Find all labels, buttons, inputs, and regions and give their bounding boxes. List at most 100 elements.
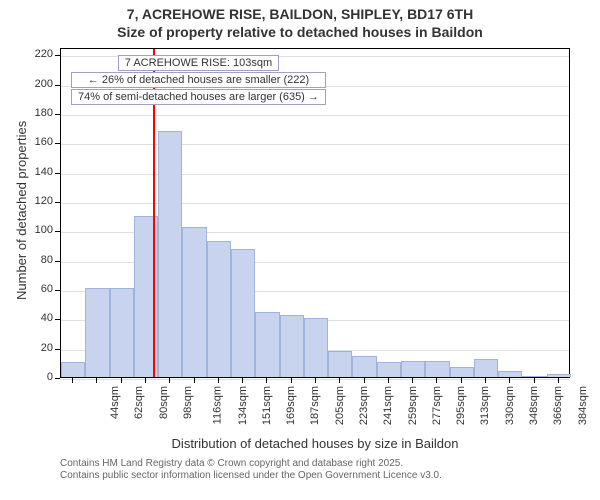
footer-line1: Contains HM Land Registry data © Crown c… xyxy=(60,458,442,470)
annotation-box: 7 ACREHOWE RISE: 103sqm← 26% of detached… xyxy=(71,55,326,105)
x-tick-mark xyxy=(72,378,73,383)
y-gridline xyxy=(61,144,569,145)
x-tick-label: 116sqm xyxy=(212,386,224,424)
x-tick-label: 241sqm xyxy=(382,386,394,425)
x-tick-mark xyxy=(194,378,195,383)
y-tick-label: 40 xyxy=(28,312,53,324)
y-tick-mark xyxy=(55,173,60,174)
y-tick-label: 220 xyxy=(28,48,53,60)
bar xyxy=(352,356,376,377)
x-tick-label: 169sqm xyxy=(285,386,297,425)
bar xyxy=(547,374,571,377)
x-tick-mark xyxy=(534,378,535,383)
annotation-line2: ← 26% of detached houses are smaller (22… xyxy=(71,72,326,88)
y-tick-mark xyxy=(55,143,60,144)
bar xyxy=(280,315,304,377)
x-tick-label: 205sqm xyxy=(334,386,346,425)
y-gridline xyxy=(61,203,569,204)
bar xyxy=(255,312,279,377)
x-tick-mark xyxy=(485,378,486,383)
x-tick-mark xyxy=(218,378,219,383)
y-tick-mark xyxy=(55,55,60,56)
y-tick-mark xyxy=(55,319,60,320)
x-axis-label: Distribution of detached houses by size … xyxy=(60,436,570,451)
y-gridline xyxy=(61,115,569,116)
x-tick-label: 277sqm xyxy=(431,386,443,425)
bar xyxy=(474,359,498,377)
annotation-line3: 74% of semi-detached houses are larger (… xyxy=(71,89,326,105)
plot-area: 7 ACREHOWE RISE: 103sqm← 26% of detached… xyxy=(60,48,570,378)
x-tick-label: 134sqm xyxy=(237,386,249,425)
y-tick-mark xyxy=(55,231,60,232)
bar xyxy=(158,131,182,377)
footer-line2: Contains public sector information licen… xyxy=(60,470,442,482)
x-tick-label: 348sqm xyxy=(528,386,540,425)
y-gridline xyxy=(61,174,569,175)
y-tick-mark xyxy=(55,290,60,291)
x-tick-label: 44sqm xyxy=(109,386,121,419)
x-tick-label: 330sqm xyxy=(504,386,516,425)
x-tick-label: 98sqm xyxy=(182,386,194,419)
x-tick-mark xyxy=(364,378,365,383)
bar xyxy=(401,361,425,377)
y-tick-label: 60 xyxy=(28,283,53,295)
bar xyxy=(182,227,206,377)
bar xyxy=(85,288,109,377)
bar xyxy=(450,367,474,377)
x-tick-mark xyxy=(242,378,243,383)
x-tick-label: 80sqm xyxy=(158,386,170,419)
x-tick-label: 62sqm xyxy=(133,386,145,419)
bar xyxy=(61,362,85,377)
bar xyxy=(207,241,231,377)
x-tick-label: 187sqm xyxy=(310,386,322,425)
bar xyxy=(522,376,546,377)
chart-container: { "title_line1": "7, ACREHOWE RISE, BAIL… xyxy=(0,0,600,500)
x-tick-mark xyxy=(461,378,462,383)
y-tick-label: 180 xyxy=(28,107,53,119)
y-tick-label: 80 xyxy=(28,254,53,266)
x-tick-mark xyxy=(266,378,267,383)
x-tick-label: 259sqm xyxy=(407,386,419,425)
x-tick-label: 384sqm xyxy=(577,386,589,425)
y-tick-label: 120 xyxy=(28,195,53,207)
x-tick-mark xyxy=(96,378,97,383)
chart-title-line1: 7, ACREHOWE RISE, BAILDON, SHIPLEY, BD17… xyxy=(0,6,600,22)
x-tick-mark xyxy=(169,378,170,383)
y-tick-label: 160 xyxy=(28,136,53,148)
x-tick-mark xyxy=(121,378,122,383)
footer-attribution: Contains HM Land Registry data © Crown c… xyxy=(60,458,442,482)
y-tick-label: 100 xyxy=(28,224,53,236)
x-tick-label: 151sqm xyxy=(261,386,273,425)
y-tick-label: 20 xyxy=(28,342,53,354)
y-axis-label: Number of detached properties xyxy=(14,121,29,300)
y-tick-mark xyxy=(55,378,60,379)
x-tick-mark xyxy=(388,378,389,383)
x-tick-label: 313sqm xyxy=(480,386,492,425)
y-tick-label: 0 xyxy=(28,371,53,383)
bar xyxy=(304,318,328,377)
y-tick-label: 200 xyxy=(28,78,53,90)
x-tick-label: 295sqm xyxy=(455,386,467,425)
bar xyxy=(328,351,352,377)
y-tick-mark xyxy=(55,202,60,203)
x-tick-mark xyxy=(412,378,413,383)
bar xyxy=(110,288,134,377)
x-tick-mark xyxy=(509,378,510,383)
x-tick-mark xyxy=(315,378,316,383)
x-tick-mark xyxy=(436,378,437,383)
x-tick-mark xyxy=(291,378,292,383)
bar xyxy=(231,249,255,377)
bar xyxy=(498,371,522,377)
x-tick-label: 366sqm xyxy=(552,386,564,425)
bar xyxy=(377,362,401,377)
annotation-line1: 7 ACREHOWE RISE: 103sqm xyxy=(118,55,279,71)
y-tick-mark xyxy=(55,349,60,350)
x-tick-label: 223sqm xyxy=(358,386,370,425)
x-tick-mark xyxy=(145,378,146,383)
y-tick-mark xyxy=(55,114,60,115)
x-tick-mark xyxy=(558,378,559,383)
bar xyxy=(425,361,449,377)
chart-title-line2: Size of property relative to detached ho… xyxy=(0,24,600,40)
x-tick-mark xyxy=(339,378,340,383)
y-tick-label: 140 xyxy=(28,166,53,178)
